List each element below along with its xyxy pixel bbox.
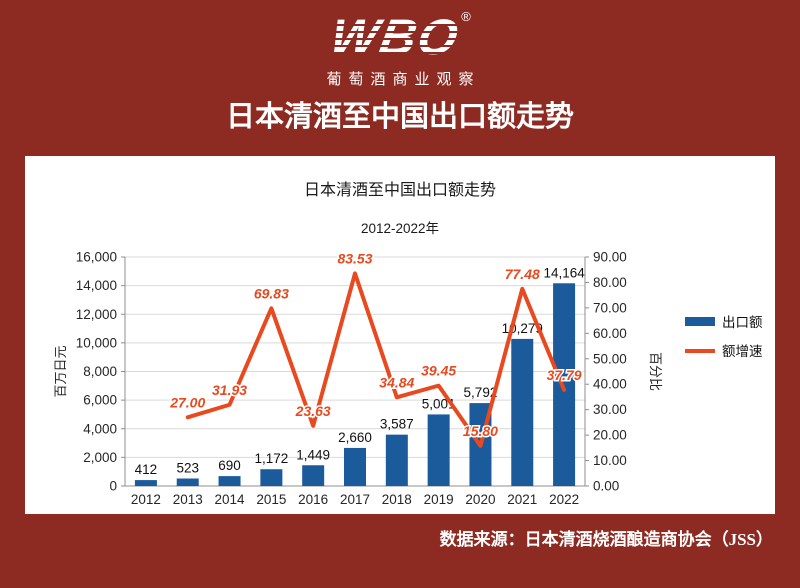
line-value-label: 77.48	[505, 266, 540, 282]
wbo-logo-line: WBO ®	[325, 9, 471, 65]
wbo-logo-text: WBO	[326, 9, 465, 65]
x-axis-label: 2018	[382, 492, 412, 507]
x-axis-label: 2012	[131, 492, 161, 507]
chart-canvas: 0 2,000 4,000 6,000 8,000 10,000 12,000 14,000 1…	[53, 249, 763, 507]
line-value-label: 27.00	[169, 394, 205, 410]
line-value-label: 15.80	[463, 423, 498, 439]
right-axis-tick-label: 50.00	[593, 351, 627, 366]
registered-trademark-mark: ®	[461, 9, 471, 24]
wbo-logo: WBO ® 葡萄酒商业观察	[0, 9, 800, 89]
x-axis-label: 2016	[298, 492, 328, 507]
bar-value-label: 1,449	[296, 447, 330, 462]
line-value-label: 34.84	[379, 374, 414, 390]
data-source: 数据来源：日本清酒烧酒酿造商协会（JSS）	[439, 530, 773, 549]
x-axis-label: 2014	[215, 492, 246, 507]
line-value-label: 37.79	[547, 367, 582, 383]
bar-value-label: 690	[218, 458, 241, 473]
right-axis-tick-label: 40.00	[593, 377, 627, 392]
right-axis-tick-label: 70.00	[593, 300, 627, 315]
right-axis-title: 百分比	[648, 352, 663, 391]
legend-bar-swatch	[685, 317, 715, 326]
x-axis-label: 2020	[465, 492, 495, 507]
right-axis-tick-label: 10.00	[593, 453, 627, 468]
wbo-logo-subtitle: 葡萄酒商业观察	[326, 71, 481, 88]
bar-2016	[302, 465, 325, 486]
bar-value-label: 523	[176, 461, 199, 476]
left-axis-tick-label: 16,000	[76, 250, 117, 265]
left-axis-tick-label: 6,000	[83, 393, 117, 408]
chart-card: 日本清酒至中国出口额走势 2012-2022年 0 2,000 4,000 6,000…	[25, 156, 775, 514]
bar-value-label: 1,172	[254, 451, 288, 466]
growth-rate-line	[185, 271, 567, 448]
line-value-label: 31.93	[212, 382, 247, 398]
x-axis-label: 2015	[256, 492, 286, 507]
right-axis-tick-label: 90.00	[593, 250, 627, 265]
page-title: 日本清酒至中国出口额走势	[225, 101, 574, 133]
bar-2013	[176, 478, 199, 486]
bar-2015	[260, 469, 283, 486]
chart-title: 日本清酒至中国出口额走势	[303, 182, 496, 199]
bar-2021	[511, 338, 534, 486]
x-axis-label: 2017	[340, 492, 370, 507]
chart-subtitle: 2012-2022年	[360, 221, 440, 236]
right-axis-tick-label: 20.00	[593, 428, 627, 443]
x-axis-label: 2021	[507, 492, 537, 507]
line-value-label: 39.45	[421, 363, 456, 379]
left-axis-tick-label: 8,000	[83, 364, 117, 379]
bar-2014	[218, 476, 241, 486]
left-axis-tick-label: 0	[109, 479, 117, 494]
line-value-label: 69.83	[254, 285, 289, 301]
right-axis-tick-label: 30.00	[593, 402, 627, 417]
bar-value-label: 412	[135, 462, 158, 477]
x-axis-label: 2019	[424, 492, 454, 507]
right-axis-tick-label: 0.00	[593, 479, 619, 494]
x-axis-label: 2022	[549, 492, 579, 507]
bar-value-label: 5,792	[464, 385, 498, 400]
left-axis-tick-label: 14,000	[76, 278, 117, 293]
left-axis-title: 百万日元	[53, 345, 68, 397]
bar-value-label: 2,660	[338, 430, 372, 445]
bar-2018	[385, 434, 408, 486]
bar-2017	[344, 447, 366, 486]
line-value-label: 23.63	[295, 403, 331, 419]
legend-bar-label: 出口额	[722, 315, 763, 330]
left-axis-tick-label: 10,000	[76, 335, 117, 350]
bar-value-label: 14,164	[543, 265, 585, 280]
line-value-label: 83.53	[337, 250, 372, 266]
left-axis-tick-label: 2,000	[83, 450, 117, 465]
right-axis-tick-label: 60.00	[593, 326, 627, 341]
bar-2019	[427, 414, 450, 486]
right-axis-tick-label: 80.00	[593, 275, 627, 290]
bar-value-label: 3,587	[380, 417, 414, 432]
bar-2012	[134, 480, 157, 486]
x-axis-label: 2013	[173, 492, 203, 507]
left-axis-tick-label: 4,000	[83, 421, 117, 436]
legend-line-label: 额增速	[722, 344, 763, 359]
left-axis-tick-label: 12,000	[76, 307, 117, 322]
